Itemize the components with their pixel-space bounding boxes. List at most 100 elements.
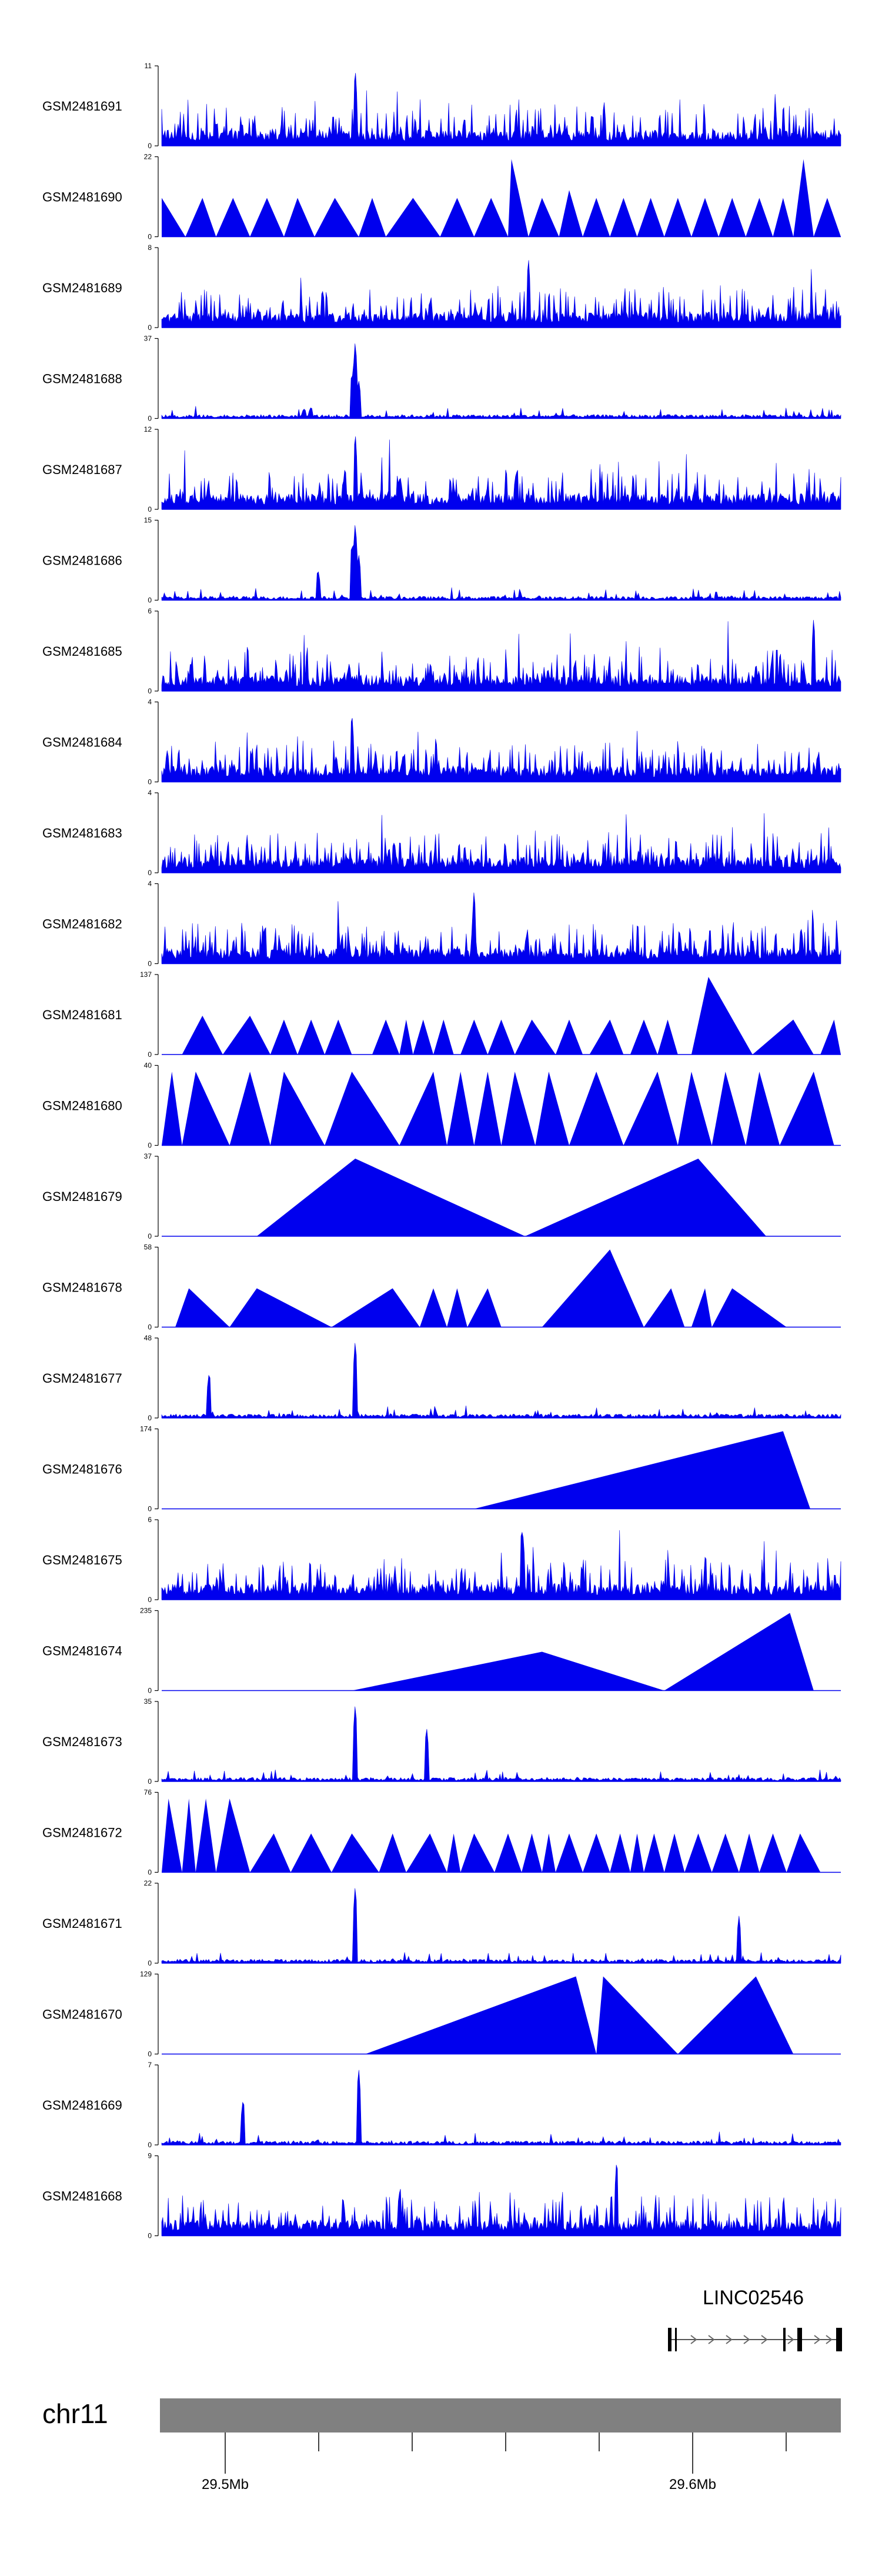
strand-arrow: [787, 2335, 794, 2344]
gene-exon: [797, 2328, 802, 2351]
signal-area: [161, 892, 841, 964]
y-min-label: 0: [148, 1687, 152, 1695]
signal-peak: [372, 1019, 400, 1055]
track-GSM2481671: GSM2481671 22 0: [42, 1879, 841, 1967]
y-max-label: 35: [144, 1697, 152, 1706]
signal-area: [161, 718, 841, 782]
y-min-label: 0: [148, 960, 152, 968]
signal-peak: [359, 198, 386, 237]
track-label: GSM2481689: [42, 281, 122, 295]
signal-peak: [630, 1019, 658, 1055]
signal-peak: [283, 198, 315, 237]
signal-peak: [399, 1019, 413, 1055]
signal-peak: [185, 198, 216, 237]
signal-peak: [467, 1288, 502, 1327]
signal-peak: [657, 1019, 678, 1055]
track-label: GSM2481673: [42, 1734, 122, 1749]
y-max-label: 37: [144, 335, 152, 343]
signal-peak: [250, 1833, 291, 1873]
strand-arrow: [708, 2335, 715, 2344]
signal-peak: [589, 1019, 624, 1055]
track-label: GSM2481690: [42, 190, 122, 205]
gene-exon: [836, 2328, 842, 2351]
signal-area: [161, 343, 841, 419]
signal-peak: [447, 1833, 461, 1873]
axis-tick-label: 29.5Mb: [202, 2477, 249, 2492]
gene-track: LINC02546: [668, 2287, 842, 2351]
track-GSM2481687: GSM2481687 12 0: [42, 425, 841, 513]
y-min-label: 0: [148, 505, 152, 513]
signal-peak: [460, 1019, 488, 1055]
signal-area: [161, 620, 841, 692]
track-GSM2481674: GSM2481674 235 0: [42, 1607, 841, 1695]
y-max-label: 9: [148, 2152, 152, 2160]
ideogram-track: chr11 29.5Mb 29.6Mb: [42, 2398, 841, 2492]
track-label: GSM2481681: [42, 1007, 122, 1022]
signal-peak: [746, 198, 773, 237]
gene-exon: [783, 2328, 786, 2351]
track-GSM2481677: GSM2481677 48 0: [42, 1334, 841, 1422]
y-max-label: 58: [144, 1243, 152, 1252]
y-max-label: 22: [144, 153, 152, 161]
y-min-label: 0: [148, 1777, 152, 1786]
signal-peak: [162, 198, 186, 237]
signal-area: [161, 436, 841, 510]
signal-peak: [813, 198, 841, 237]
signal-area: [161, 1706, 841, 1782]
track-label: GSM2481680: [42, 1099, 122, 1113]
track-label: GSM2481678: [42, 1280, 122, 1295]
axis-ticks: [225, 2432, 787, 2474]
track-GSM2481686: GSM2481686 15 0: [42, 516, 841, 605]
signal-peak: [222, 1016, 270, 1055]
y-max-label: 76: [144, 1788, 152, 1797]
signal-peak: [691, 977, 753, 1055]
y-min-label: 0: [148, 1050, 152, 1059]
signal-peak: [746, 1072, 780, 1146]
signal-peak: [474, 198, 508, 237]
gene-label: LINC02546: [703, 2287, 804, 2309]
signal-peak: [182, 1016, 223, 1055]
signal-peak: [331, 1288, 420, 1327]
signal-peak: [290, 1833, 332, 1873]
track-GSM2481676: GSM2481676 174 0: [42, 1425, 841, 1513]
strand-arrow: [761, 2335, 768, 2344]
y-max-label: 48: [144, 1334, 152, 1342]
y-max-label: 15: [144, 516, 152, 525]
y-max-label: 174: [140, 1425, 152, 1433]
track-GSM2481680: GSM2481680 40 0: [42, 1062, 841, 1150]
track-label: GSM2481672: [42, 1826, 122, 1840]
signal-area: [161, 260, 841, 328]
y-max-label: 137: [140, 970, 152, 979]
signal-area: [161, 525, 841, 600]
y-min-label: 0: [148, 1868, 152, 1877]
track-GSM2481681: GSM2481681 137 0: [42, 970, 841, 1059]
track-GSM2481673: GSM2481673 35 0: [42, 1697, 841, 1786]
signal-peak: [535, 1072, 569, 1146]
y-min-label: 0: [148, 596, 152, 605]
track-GSM2481683: GSM2481683 4 0: [42, 789, 841, 877]
y-min-label: 0: [148, 1232, 152, 1240]
track-label: GSM2481668: [42, 2189, 122, 2204]
signal-peak: [610, 198, 637, 237]
signal-peak: [386, 198, 440, 237]
signal-area: [161, 2070, 841, 2145]
axis-tick-label: 29.6Mb: [669, 2477, 716, 2492]
signal-peak: [514, 1019, 556, 1055]
signal-peak: [501, 1072, 536, 1146]
track-GSM2481684: GSM2481684 4 0: [42, 698, 841, 786]
track-GSM2481675: GSM2481675 6 0: [42, 1516, 841, 1604]
strand-arrow: [690, 2335, 697, 2344]
signal-peak: [270, 1019, 298, 1055]
signal-peak: [195, 1798, 216, 1873]
y-min-label: 0: [148, 778, 152, 786]
y-min-label: 0: [148, 1323, 152, 1332]
track-GSM2481690: GSM2481690 22 0: [42, 153, 841, 241]
signal-peak: [644, 1833, 664, 1873]
gene-model: [668, 2328, 842, 2351]
signal-peak: [524, 1159, 766, 1236]
y-max-label: 6: [148, 607, 152, 615]
signal-peak: [325, 1072, 400, 1146]
track-GSM2481672: GSM2481672 76 0: [42, 1788, 841, 1877]
signal-peak: [637, 198, 664, 237]
